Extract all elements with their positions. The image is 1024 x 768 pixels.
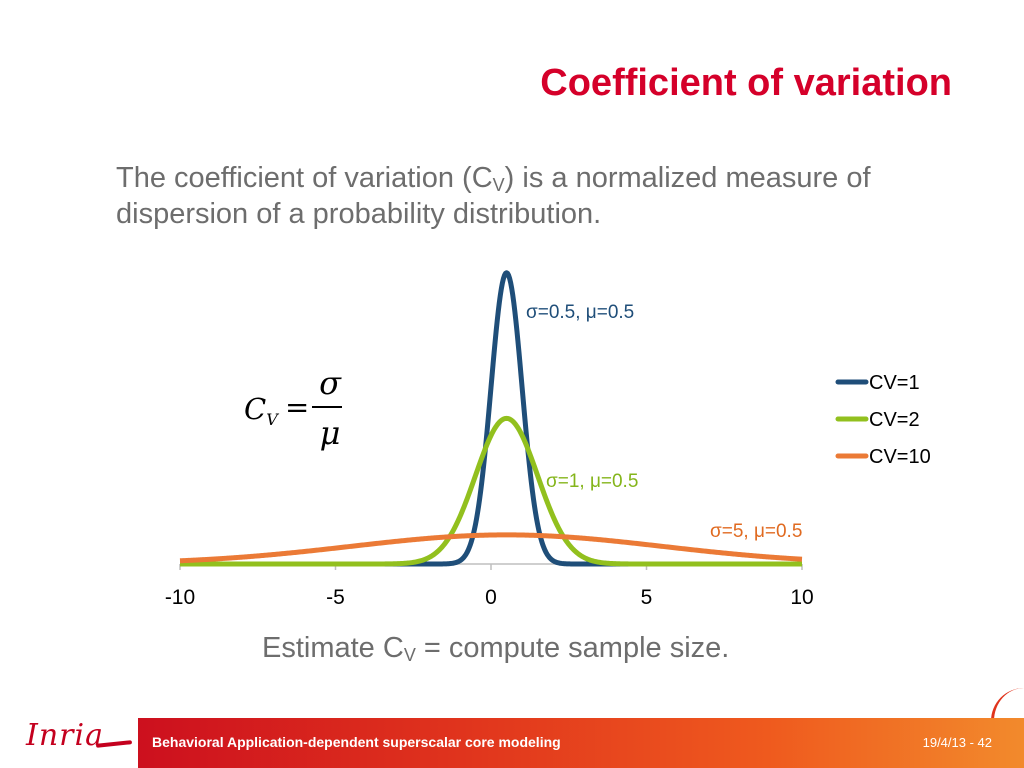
footer-logo-tab bbox=[0, 703, 138, 768]
footer-bar bbox=[0, 718, 1024, 768]
intro-text: The coefficient of variation (CV) is a n… bbox=[116, 160, 936, 232]
footer-date-page: 19/4/13 - 42 bbox=[922, 735, 992, 750]
series-annotation: σ=1, μ=0.5 bbox=[546, 471, 638, 492]
estimate-subscript: V bbox=[403, 645, 416, 665]
legend-label: CV=1 bbox=[869, 372, 920, 394]
formula-lhs: CV bbox=[244, 392, 278, 429]
series-annotations: σ=0.5, μ=0.5 σ=1, μ=0.5 σ=5, μ=0.5 bbox=[526, 302, 802, 542]
intro-subscript: V bbox=[492, 175, 505, 195]
footer-title: Behavioral Application-dependent supersc… bbox=[152, 734, 561, 750]
series-line-cv-10 bbox=[178, 532, 804, 564]
estimate-text: Estimate CV = compute sample size. bbox=[262, 632, 729, 665]
formula-lhs-symbol: C bbox=[244, 392, 267, 426]
intro-part2: ) is a normalized measure of dispersion … bbox=[116, 162, 871, 230]
series-annotation: σ=0.5, μ=0.5 bbox=[526, 302, 634, 323]
legend-label: CV=10 bbox=[869, 446, 931, 468]
formula-fraction-bar bbox=[312, 406, 342, 408]
x-tick-label: 10 bbox=[790, 586, 813, 609]
x-tick-label: 0 bbox=[485, 586, 497, 609]
chart-legend: CV=1 CV=2 CV=10 bbox=[835, 372, 931, 468]
x-axis-ticks: -10 -5 0 5 10 bbox=[165, 564, 814, 609]
series-lines bbox=[178, 270, 804, 567]
series-line-cv-1 bbox=[178, 270, 804, 567]
x-tick-label: 5 bbox=[641, 586, 653, 609]
estimate-part2: = compute sample size. bbox=[415, 632, 730, 664]
formula-equals: = bbox=[285, 390, 310, 424]
series-line-cv-2 bbox=[178, 415, 804, 567]
slide-title: Coefficient of variation bbox=[540, 62, 952, 104]
formula-lhs-subscript: V bbox=[266, 410, 278, 429]
cv-formula: CV = σ μ bbox=[244, 364, 354, 460]
estimate-part1: Estimate C bbox=[262, 632, 404, 664]
x-tick-label: -10 bbox=[165, 586, 195, 609]
formula-denominator: μ bbox=[319, 414, 341, 452]
legend-label: CV=2 bbox=[869, 409, 920, 431]
formula-numerator: σ bbox=[319, 364, 341, 402]
corner-decoration bbox=[991, 688, 1024, 728]
x-tick-label: -5 bbox=[326, 586, 345, 609]
series-annotation: σ=5, μ=0.5 bbox=[710, 521, 802, 542]
intro-part1: The coefficient of variation (C bbox=[116, 162, 493, 194]
inria-logo: Inria bbox=[26, 718, 104, 753]
